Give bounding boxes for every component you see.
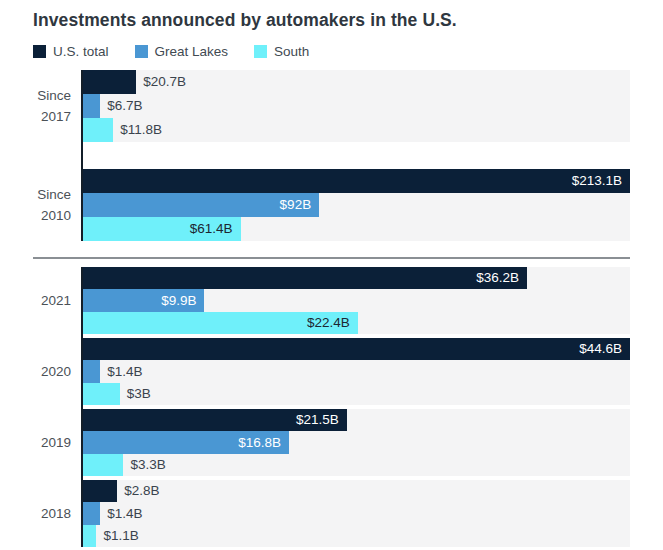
legend-item-south: South	[254, 44, 309, 59]
value-label: $1.1B	[103, 529, 138, 543]
group-track: $36.2B $9.9B $22.4B	[83, 267, 630, 334]
group-label-line: 2010	[41, 205, 71, 226]
bar-row: $36.2B	[83, 267, 630, 289]
bar-great-lakes	[83, 94, 100, 118]
bar-row: $22.4B	[83, 312, 630, 334]
bar-us-total: $213.1B	[83, 169, 630, 193]
bar-row: $1.1B	[83, 525, 630, 547]
group-track: $44.6B $1.4B $3B	[83, 338, 630, 405]
bar-south	[83, 525, 96, 547]
value-label: $2.8B	[124, 484, 159, 498]
group-track: $2.8B $1.4B $1.1B	[83, 480, 630, 547]
bar-row: $1.4B	[83, 360, 630, 382]
bar-row: $92B	[83, 193, 630, 217]
value-label: $1.4B	[107, 507, 142, 521]
legend-label: U.S. total	[53, 44, 109, 59]
bar-us-total: $36.2B	[83, 267, 527, 289]
bar-group-2021: 2021 $36.2B $9.9B $22.4B	[0, 267, 663, 334]
legend-item-us-total: U.S. total	[33, 44, 109, 59]
bar-row: $9.9B	[83, 289, 630, 311]
chart-title: Investments announced by automakers in t…	[33, 10, 457, 31]
group-label: Since2017	[0, 70, 81, 142]
bar-south: $22.4B	[83, 312, 358, 334]
bar-south	[83, 383, 120, 405]
value-label: $6.7B	[107, 99, 142, 113]
legend-label: Great Lakes	[155, 44, 229, 59]
value-label: $16.8B	[238, 436, 281, 450]
us-total-swatch	[33, 45, 46, 58]
group-label: 2020	[0, 338, 81, 405]
group-label: 2019	[0, 409, 81, 476]
bar-south	[83, 118, 113, 142]
value-label: $3.3B	[130, 458, 165, 472]
group-label: 2018	[0, 480, 81, 547]
bar-row: $20.7B	[83, 70, 630, 94]
group-label-line: 2017	[41, 106, 71, 127]
value-label: $1.4B	[107, 365, 142, 379]
bar-group-since-2017: Since2017 $20.7B$6.7B $11.8B	[0, 70, 663, 142]
bar-us-total: $44.6B	[83, 338, 630, 360]
bar-great-lakes	[83, 502, 100, 524]
legend-item-great-lakes: Great Lakes	[135, 44, 229, 59]
group-label-line: 2020	[41, 361, 71, 382]
legend-label: South	[274, 44, 309, 59]
bar-row: $213.1B	[83, 169, 630, 193]
value-label: $20.7B	[143, 75, 186, 89]
group-track: $21.5B $16.8B $3.3B	[83, 409, 630, 476]
bar-row: $61.4B	[83, 217, 630, 241]
chart-section-cumulative: Since2017$20.7B$6.7B$11.8BSince2010$213.…	[0, 70, 663, 241]
group-label-line: Since	[37, 184, 71, 205]
value-label: $36.2B	[476, 271, 519, 285]
value-label: $61.4B	[190, 222, 233, 236]
value-label: $44.6B	[579, 342, 622, 356]
value-label: $92B	[280, 198, 312, 212]
group-label-line: 2018	[41, 503, 71, 524]
value-label: $9.9B	[161, 294, 196, 308]
bar-great-lakes: $16.8B	[83, 431, 289, 453]
bar-great-lakes: $92B	[83, 193, 319, 217]
bar-us-total	[83, 70, 136, 94]
bar-us-total: $21.5B	[83, 409, 347, 431]
group-label-line: 2019	[41, 432, 71, 453]
bar-row: $2.8B	[83, 480, 630, 502]
bar-row: $3B	[83, 383, 630, 405]
section-divider	[33, 257, 630, 259]
group-label: Since2010	[0, 169, 81, 241]
group-label-line: Since	[37, 85, 71, 106]
bar-south: $61.4B	[83, 217, 241, 241]
bar-row: $11.8B	[83, 118, 630, 142]
bar-row: $16.8B	[83, 431, 630, 453]
value-label: $11.8B	[120, 123, 162, 137]
bar-group-2018: 2018 $2.8B $1.4B $1.1B	[0, 480, 663, 547]
bar-row: $21.5B	[83, 409, 630, 431]
value-label: $213.1B	[572, 174, 622, 188]
value-label: $3B	[127, 387, 151, 401]
bar-row: $6.7B	[83, 94, 630, 118]
bar-group-since-2010: Since2010 $213.1B $92B $61.4B	[0, 169, 663, 241]
south-swatch	[254, 45, 267, 58]
group-track: $20.7B$6.7B $11.8B	[83, 70, 630, 142]
bar-us-total	[83, 480, 117, 502]
bar-south	[83, 454, 123, 476]
bar-chart: Since2017$20.7B$6.7B$11.8BSince2010$213.…	[0, 70, 663, 547]
bar-row: $3.3B	[83, 454, 630, 476]
bar-great-lakes: $9.9B	[83, 289, 204, 311]
value-label: $21.5B	[296, 413, 339, 427]
bar-group-2020: 2020 $44.6B $1.4B $3B	[0, 338, 663, 405]
legend: U.S. total Great Lakes South	[33, 44, 309, 59]
bar-row: $44.6B	[83, 338, 630, 360]
bar-great-lakes	[83, 360, 100, 382]
group-track: $213.1B $92B $61.4B	[83, 169, 630, 241]
group-label-line: 2021	[41, 290, 71, 311]
bar-group-2019: 2019 $21.5B $16.8B $3.3B	[0, 409, 663, 476]
chart-section-by-year: 2021$36.2B$9.9B$22.4B2020$44.6B$1.4B$3B2…	[0, 267, 663, 547]
value-label: $22.4B	[307, 316, 350, 330]
group-label: 2021	[0, 267, 81, 334]
great-lakes-swatch	[135, 45, 148, 58]
bar-row: $1.4B	[83, 502, 630, 524]
